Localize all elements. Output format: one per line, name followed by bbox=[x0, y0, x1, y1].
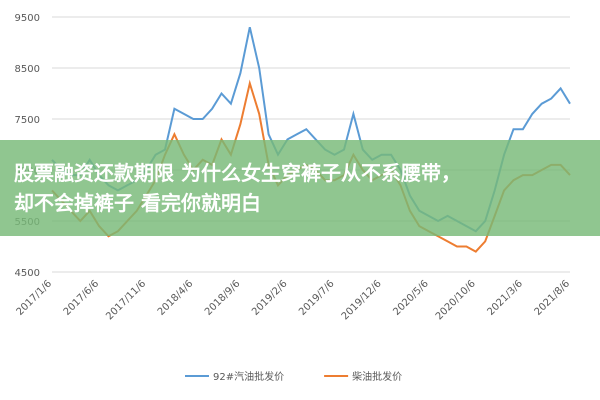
x-tick-label: 2021/3/6 bbox=[485, 278, 525, 318]
x-tick-label: 2017/6/6 bbox=[62, 278, 102, 318]
banner-line: 股票融资还款期限 为什么女生穿裤子从不系腰带， bbox=[14, 161, 461, 185]
y-tick-label: 8500 bbox=[15, 64, 40, 75]
legend-label: 柴油批发价 bbox=[352, 370, 402, 383]
banner: 股票融资还款期限 为什么女生穿裤子从不系腰带， 却不会掉裤子 看完你就明白 bbox=[0, 140, 600, 236]
x-tick-label: 2018/4/6 bbox=[156, 278, 196, 318]
x-tick-label: 2020/5/6 bbox=[391, 278, 431, 318]
x-tick-label: 2020/10/6 bbox=[434, 278, 478, 322]
x-tick-label: 2017/1/6 bbox=[15, 278, 55, 318]
x-tick-label: 2018/9/6 bbox=[203, 278, 243, 318]
y-tick-label: 7500 bbox=[15, 115, 40, 126]
x-tick-label: 2019/7/6 bbox=[297, 278, 337, 318]
x-tick-label: 2017/11/6 bbox=[104, 278, 148, 322]
legend-label: 92#汽油批发价 bbox=[213, 370, 284, 383]
y-tick-label: 4500 bbox=[15, 268, 40, 279]
x-tick-label: 2019/2/6 bbox=[250, 278, 290, 318]
x-tick-label: 2019/12/6 bbox=[340, 278, 384, 322]
y-tick-label: 9500 bbox=[15, 13, 40, 24]
banner-line: 却不会掉裤子 看完你就明白 bbox=[14, 191, 261, 215]
x-tick-label: 2021/8/6 bbox=[533, 278, 573, 318]
